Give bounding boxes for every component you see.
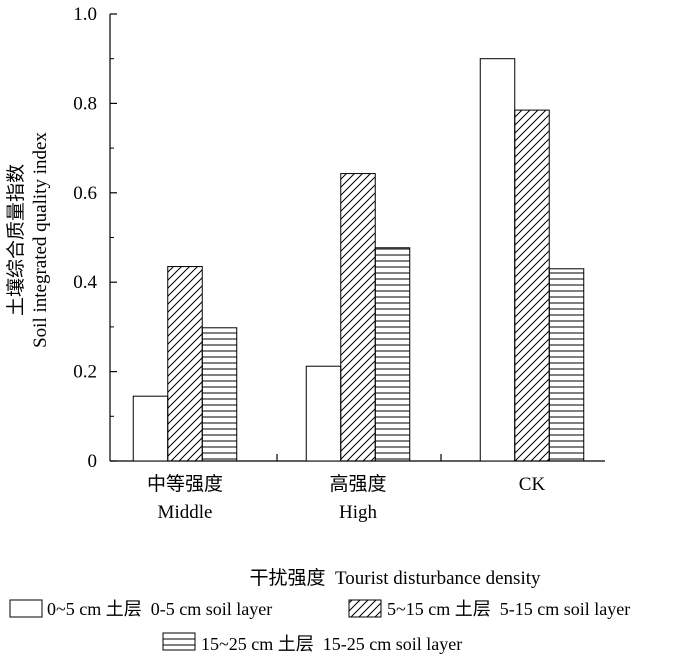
bar — [514, 109, 550, 462]
bar — [201, 327, 238, 462]
x-tick-label-ck: CK — [519, 474, 546, 495]
bars — [132, 58, 585, 462]
y-tick-label: 0.2 — [73, 362, 97, 383]
x-tick-label-high-en: High — [339, 502, 378, 523]
bar — [479, 58, 516, 462]
legend-swatch-horizontal — [162, 632, 196, 651]
y-tick-label: 1.0 — [73, 4, 97, 25]
axes: 0 0.2 0.4 0.6 0.8 1.0 — [73, 4, 605, 472]
y-tick-label: 0 — [88, 451, 98, 472]
x-tick-label-middle-en: Middle — [158, 502, 213, 523]
legend-label-5-15cm: 5~15 cm 土层 5-15 cm soil layer — [387, 599, 630, 619]
bar — [305, 365, 342, 462]
y-axis-title-en: Soil integrated quality index — [30, 132, 51, 348]
y-tick-label: 0.6 — [73, 183, 97, 204]
legend-item-0-5cm: 0~5 cm 土层 0-5 cm soil layer — [9, 599, 272, 619]
y-axis-title-cn: 土壤综合质量指数 — [5, 164, 27, 316]
y-tick-label: 0.8 — [73, 93, 97, 114]
legend-item-15-25cm: 15~25 cm 土层 15-25 cm soil layer — [162, 632, 462, 654]
y-tick-label: 0.4 — [73, 272, 97, 293]
bar — [548, 268, 585, 462]
x-tick-labels: 中等强度 Middle 高强度 High CK — [147, 473, 545, 523]
legend-item-5-15cm: 5~15 cm 土层 5-15 cm soil layer — [348, 599, 630, 619]
legend-label-0-5cm: 0~5 cm 土层 0-5 cm soil layer — [47, 599, 272, 619]
bar — [167, 266, 203, 462]
legend-label-15-25cm: 15~25 cm 土层 15-25 cm soil layer — [201, 634, 462, 654]
bar — [132, 395, 169, 462]
legend-swatch-open — [9, 599, 43, 618]
x-tick-label-middle-cn: 中等强度 — [147, 473, 223, 495]
legend: 0~5 cm 土层 0-5 cm soil layer 5~15 cm 土层 5… — [9, 599, 630, 654]
bar — [374, 247, 411, 462]
x-axis-title: 干扰强度 Tourist disturbance density — [249, 567, 541, 589]
bar — [340, 173, 376, 462]
x-tick-label-high-cn: 高强度 — [329, 473, 386, 495]
legend-swatch-diagonal — [348, 599, 382, 618]
